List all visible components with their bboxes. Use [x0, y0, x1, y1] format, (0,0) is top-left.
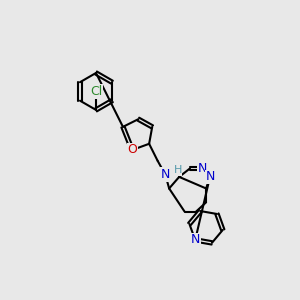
Text: O: O	[127, 143, 137, 157]
Text: N: N	[205, 170, 214, 183]
Text: N: N	[190, 233, 200, 246]
Text: Cl: Cl	[90, 85, 102, 98]
Text: N: N	[198, 162, 207, 175]
Text: N: N	[160, 168, 170, 181]
Text: H: H	[173, 165, 182, 175]
